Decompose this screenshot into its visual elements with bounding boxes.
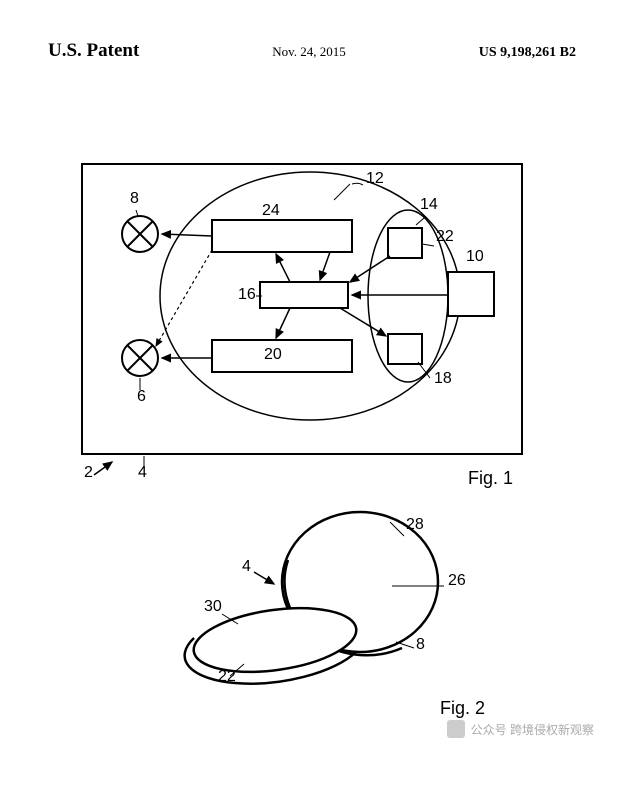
fig1-ref-6: 6 — [137, 388, 146, 406]
fig1-ref-24: 24 — [262, 202, 280, 220]
watermark-icon — [447, 720, 465, 738]
fig1-label: Fig. 1 — [468, 468, 513, 489]
fig1-lamp-6 — [122, 340, 158, 376]
fig1-ref-18: 18 — [434, 370, 452, 388]
fig2-label: Fig. 2 — [440, 698, 485, 719]
fig1-ref-2: 2 — [84, 464, 93, 482]
fig1-ref-16: 16 — [238, 286, 256, 304]
fig1-lamp-8 — [122, 216, 158, 252]
fig1-ref-4: 4 — [138, 464, 147, 482]
fig1-box-18 — [388, 334, 422, 364]
fig1-ref-10: 10 — [466, 248, 484, 266]
fig1-ref-8: 8 — [130, 190, 139, 208]
fig1-box-22 — [388, 228, 422, 258]
fig1-box-16 — [260, 282, 348, 308]
fig1-ref-22: 22 — [436, 228, 454, 246]
fig2-ref-26: 26 — [448, 572, 466, 590]
fig2-ref-28: 28 — [406, 516, 424, 534]
fig2-ref-30: 30 — [204, 598, 222, 616]
fig2-ref-22: 22 — [218, 668, 236, 686]
figure-drawings — [0, 0, 624, 786]
watermark-text: 公众号 跨境侵权新观察 — [471, 721, 594, 738]
fig1-ref-20: 20 — [264, 346, 282, 364]
watermark: 公众号 跨境侵权新观察 — [447, 720, 594, 738]
fig2-ref-4: 4 — [242, 558, 251, 576]
fig1-ref-14: 14 — [420, 196, 438, 214]
fig1-ref-12: 12 — [366, 170, 384, 188]
fig1-box-20 — [212, 340, 352, 372]
fig2-ref-8: 8 — [416, 636, 425, 654]
fig1-box-24 — [212, 220, 352, 252]
fig1-box-10 — [448, 272, 494, 316]
